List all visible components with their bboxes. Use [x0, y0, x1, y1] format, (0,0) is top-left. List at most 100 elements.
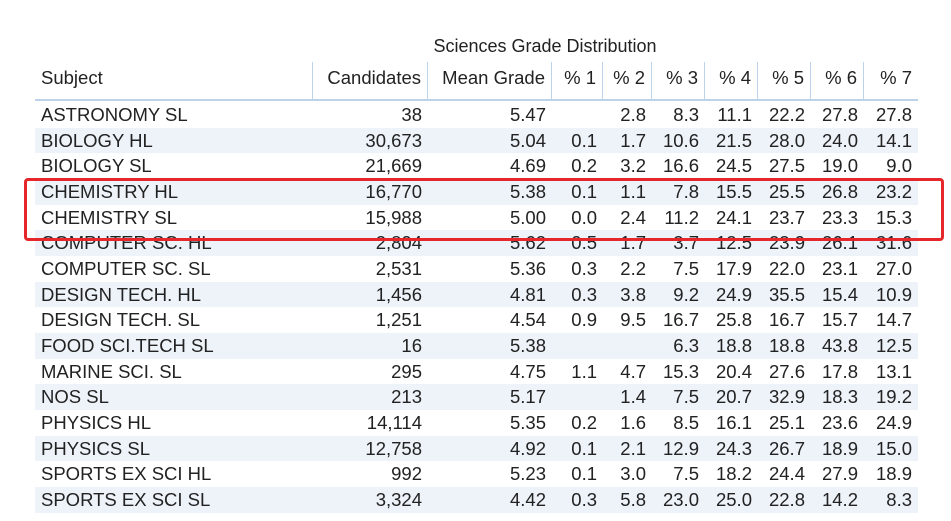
table-cell: 23.2	[875, 181, 912, 202]
table-row: FOOD SCI.TECH SL 16 5.38 6.3 18.8 18.8 43.8 12.…	[35, 333, 918, 359]
table-row: DESIGN TECH. SL 1,251 4.54 0.9 9.5 16.7 25.8 16…	[35, 307, 918, 333]
table-cell: FOOD SCI.TECH SL	[41, 335, 214, 357]
table-cell: 14.2	[821, 489, 858, 511]
table-cell: 30,673	[365, 129, 422, 151]
table-cell: ASTRONOMY SL	[41, 104, 188, 125]
table-cell: 18.8	[715, 335, 752, 357]
table-cell: COMPUTER SC. HL	[41, 232, 212, 254]
table-cell: 0.5	[571, 232, 597, 254]
table-cell: 0.3	[571, 489, 597, 511]
table-cell: 5.62	[509, 232, 546, 254]
table-cell: 6.3	[673, 335, 699, 357]
table-cell: 4.42	[509, 489, 546, 511]
table-cell: 22.8	[768, 489, 805, 511]
table-row: SPORTS EX SCI SL 3,324 4.42 0.3 5.8 23.0 25.0 2…	[35, 487, 918, 513]
table-cell: 16,770	[365, 181, 422, 202]
table-cell: CHEMISTRY SL	[41, 206, 178, 228]
header-cell: % 3	[652, 62, 705, 99]
table-cell: 26.8	[821, 181, 858, 202]
table-title: Sciences Grade Distribution	[433, 36, 657, 56]
table-cell: 9.0	[886, 155, 912, 177]
table-cell: 5.00	[509, 206, 546, 228]
table-cell: 23.6	[821, 412, 858, 434]
table-cell: 3.8	[620, 283, 646, 305]
table-cell: 15,988	[365, 206, 422, 228]
header-cell: Candidates	[313, 62, 428, 99]
table-cell: BIOLOGY HL	[41, 129, 153, 151]
table-cell: 25.0	[715, 489, 752, 511]
table-cell	[552, 333, 603, 359]
table-row: CHEMISTRY SL 15,988 5.00 0.0 2.4 11.2 24.1 23.7…	[35, 205, 918, 231]
table-cell: DESIGN TECH. HL	[41, 283, 202, 305]
table-cell: MARINE SCI. SL	[41, 360, 182, 382]
table-cell: 27.8	[821, 104, 858, 125]
table-row: CHEMISTRY HL 16,770 5.38 0.1 1.1 7.8 15.5 25.5 2…	[35, 179, 918, 205]
table-cell: 19.2	[875, 386, 912, 408]
table-cell: SPORTS EX SCI HL	[41, 463, 212, 485]
table-row: COMPUTER SC. SL 2,531 5.36 0.3 2.2 7.5 17.9 22.…	[35, 256, 918, 282]
table-cell: 1,456	[375, 283, 422, 305]
header-cell: % 7	[880, 67, 912, 88]
table-cell: 21.5	[715, 129, 752, 151]
table-cell: 9.5	[620, 309, 646, 331]
table-cell: CHEMISTRY HL	[41, 181, 179, 202]
table-cell: PHYSICS HL	[41, 412, 152, 434]
table-cell: 8.3	[886, 489, 912, 511]
table-cell: 213	[391, 386, 422, 408]
table-cell: 25.8	[715, 309, 752, 331]
table-cell: 27.0	[875, 258, 912, 280]
table-cell: 2.2	[620, 258, 646, 280]
table-cell: 4.54	[509, 309, 546, 331]
table-cell: SPORTS EX SCI SL	[41, 489, 211, 511]
table-cell: 15.4	[821, 283, 858, 305]
table-cell: 1.4	[620, 386, 646, 408]
table-row: SPORTS EX SCI HL 992 5.23 0.1 3.0 7.5 18.2 24.4…	[35, 461, 918, 487]
table-cell: 8.3	[673, 104, 699, 125]
table-cell: 25.5	[768, 181, 805, 202]
table-row: PHYSICS SL 12,758 4.92 0.1 2.1 12.9 24.3 26.7 18…	[35, 435, 918, 462]
table-cell: 0.1	[571, 463, 597, 485]
table-cell: 16.6	[662, 155, 699, 177]
table-cell: 0.0	[571, 206, 597, 228]
table-cell: 1.1	[620, 181, 646, 202]
table-cell: 17.8	[821, 360, 858, 382]
table-cell: 12.5	[715, 232, 752, 254]
table-cell: 0.1	[571, 181, 597, 202]
table-cell: 3.7	[673, 232, 699, 254]
table-cell: 1.6	[620, 412, 646, 434]
table-cell: 2.8	[620, 104, 646, 125]
table-cell: 12.5	[875, 335, 912, 357]
table-cell: 5.04	[509, 129, 546, 151]
table-cell: 15.3	[875, 206, 912, 228]
table-cell: 2,531	[375, 258, 422, 280]
table-cell: 7.5	[673, 258, 699, 280]
table-cell: 25.1	[768, 412, 805, 434]
table-cell: 7.5	[673, 386, 699, 408]
header-cell: % 2	[603, 62, 652, 99]
table-cell: 12.9	[662, 437, 699, 459]
table-cell: 43.8	[821, 335, 858, 357]
table-cell: 24.3	[715, 437, 752, 459]
table-cell: 3.2	[620, 155, 646, 177]
table-cell: 9.2	[673, 283, 699, 305]
table-row: BIOLOGY SL 21,669 4.69 0.2 3.2 16.6 24.5 27.5 19…	[35, 153, 918, 179]
table-cell: 10.9	[875, 283, 912, 305]
table-cell: 22.2	[768, 104, 805, 125]
table-cell: 0.2	[571, 155, 597, 177]
table-cell: 38	[401, 104, 422, 125]
table-cell: 24.0	[821, 129, 858, 151]
table-cell: 32.9	[768, 386, 805, 408]
table-cell: 4.75	[509, 360, 546, 382]
table-cell: 23.9	[768, 232, 805, 254]
table-cell: 24.9	[715, 283, 752, 305]
table-cell: 22.0	[768, 258, 805, 280]
header-row: Subject Candidates Mean Grade% 1% 2% 3% 4%…	[35, 62, 918, 101]
grade-table: Subject Candidates Mean Grade% 1% 2% 3% 4%…	[35, 62, 918, 517]
table-cell: 24.9	[875, 412, 912, 434]
table-cell: 5.38	[509, 181, 546, 202]
table-cell: 18.9	[821, 437, 858, 459]
table-cell: 17.9	[715, 258, 752, 280]
header-cell: % 4	[705, 62, 758, 99]
table-cell: 28.0	[768, 129, 805, 151]
